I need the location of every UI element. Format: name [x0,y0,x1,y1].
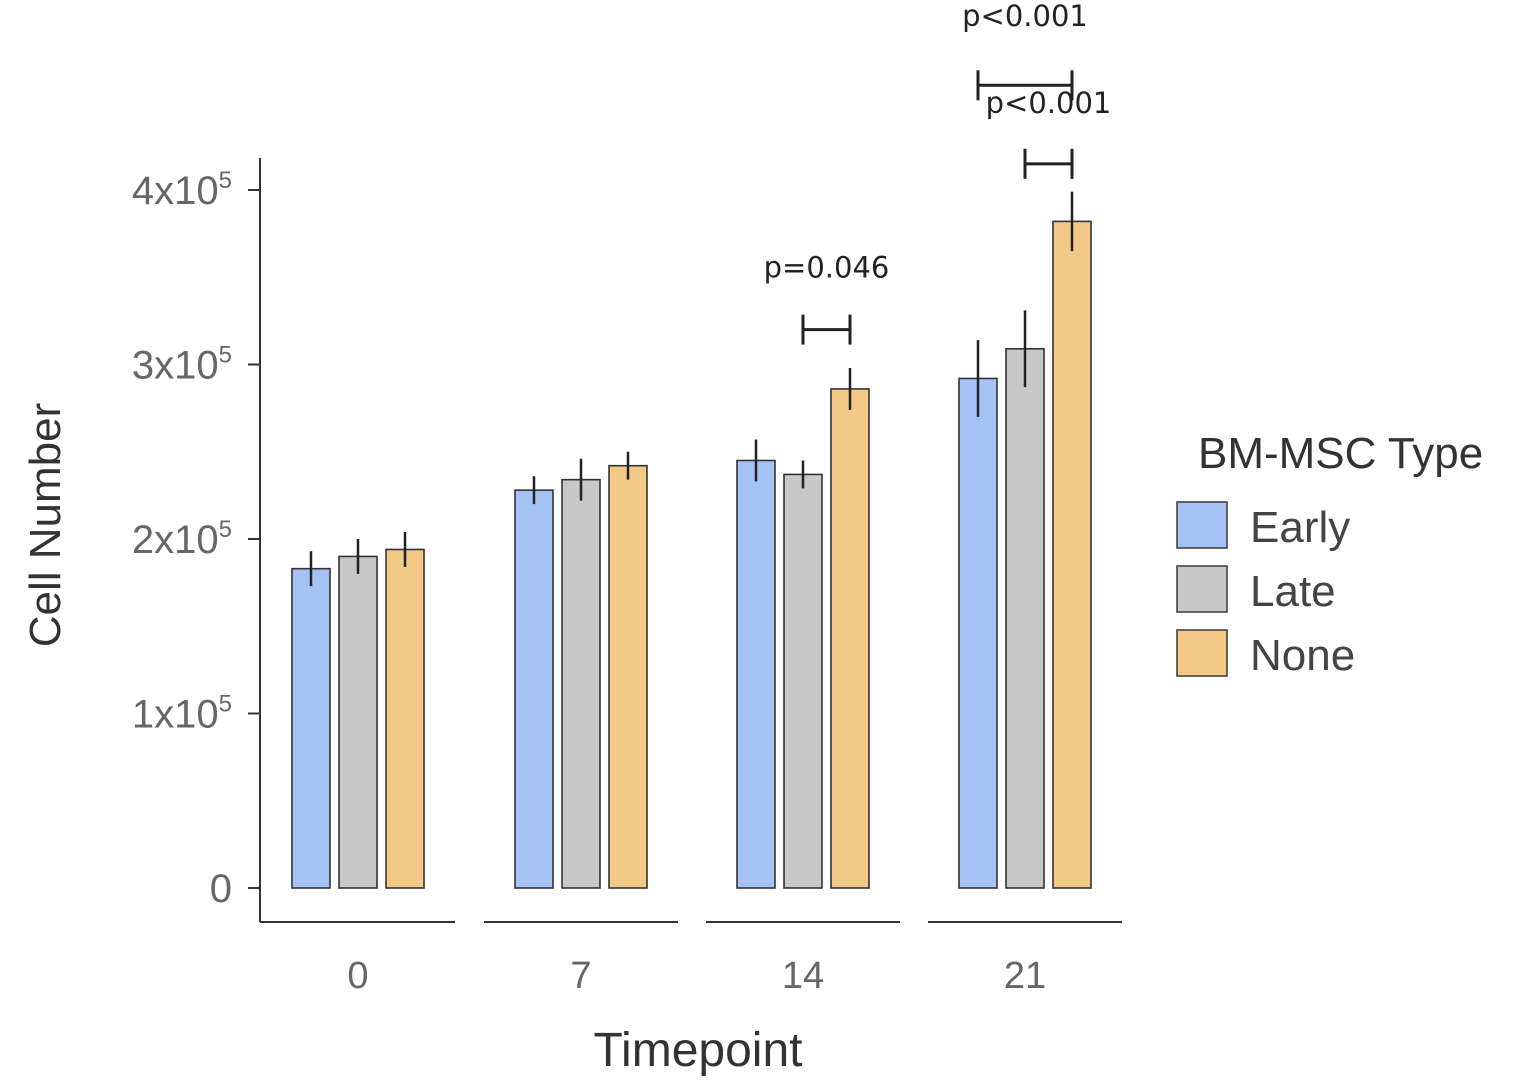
y-tick-label: 4x105 [132,167,232,213]
legend-swatch-early [1176,501,1228,549]
legend-label-early: Early [1250,503,1350,552]
bar-late-t7 [561,478,601,889]
x-axis-title: Timepoint [594,1024,803,1077]
y-axis-title: Cell Number [21,403,70,648]
y-tick-exponent: 5 [219,691,232,718]
p-value-label: p<0.001 [986,86,1112,120]
x-tick-label: 7 [570,955,591,997]
legend: BM-MSC Type Early Late None [1176,429,1483,680]
bar-late-t0 [338,555,378,889]
significance-annotations: p=0.046 p<0.001 p<0.001 [764,0,1112,345]
bar-none-t14 [830,388,870,889]
bar-late-t14 [783,473,823,889]
p-value-label: p=0.046 [764,250,890,284]
bar-early-t14 [736,459,776,889]
legend-title: BM-MSC Type [1198,429,1483,478]
legend-swatch-late [1176,565,1228,613]
y-tick-base: 4x10 [132,169,219,213]
bars [291,191,1092,889]
y-tick-base: 3x10 [132,344,219,388]
y-tick-label: 3x105 [132,342,232,388]
bar-early-t0 [291,567,331,889]
legend-label-none: None [1250,631,1355,680]
y-tick-exponent: 5 [219,516,232,543]
x-tick-label: 14 [782,955,824,997]
bar-late-t21 [1005,347,1045,889]
bar-none-t0 [385,548,425,889]
significance-bracket: p=0.046 [764,250,890,345]
bar-early-t7 [514,489,554,889]
y-tick-exponent: 5 [219,342,232,369]
x-tick-label: 0 [347,955,368,997]
significance-bracket: p<0.001 [962,0,1088,101]
y-tick-base: 1x10 [132,693,219,737]
legend-label-late: Late [1250,567,1336,616]
y-tick-exponent: 5 [219,167,232,194]
y-tick-base: 2x10 [132,518,219,562]
significance-bracket: p<0.001 [986,86,1112,179]
bar-none-t21 [1052,220,1092,889]
y-tick-label: 2x105 [132,516,232,562]
y-tick-label: 1x105 [132,691,232,737]
bar-none-t7 [608,464,648,889]
legend-swatch-none [1176,629,1228,677]
x-tick-label: 21 [1004,955,1046,997]
bar-early-t21 [958,377,998,889]
y-tick-label: 0 [210,867,232,911]
p-value-label: p<0.001 [962,0,1088,33]
